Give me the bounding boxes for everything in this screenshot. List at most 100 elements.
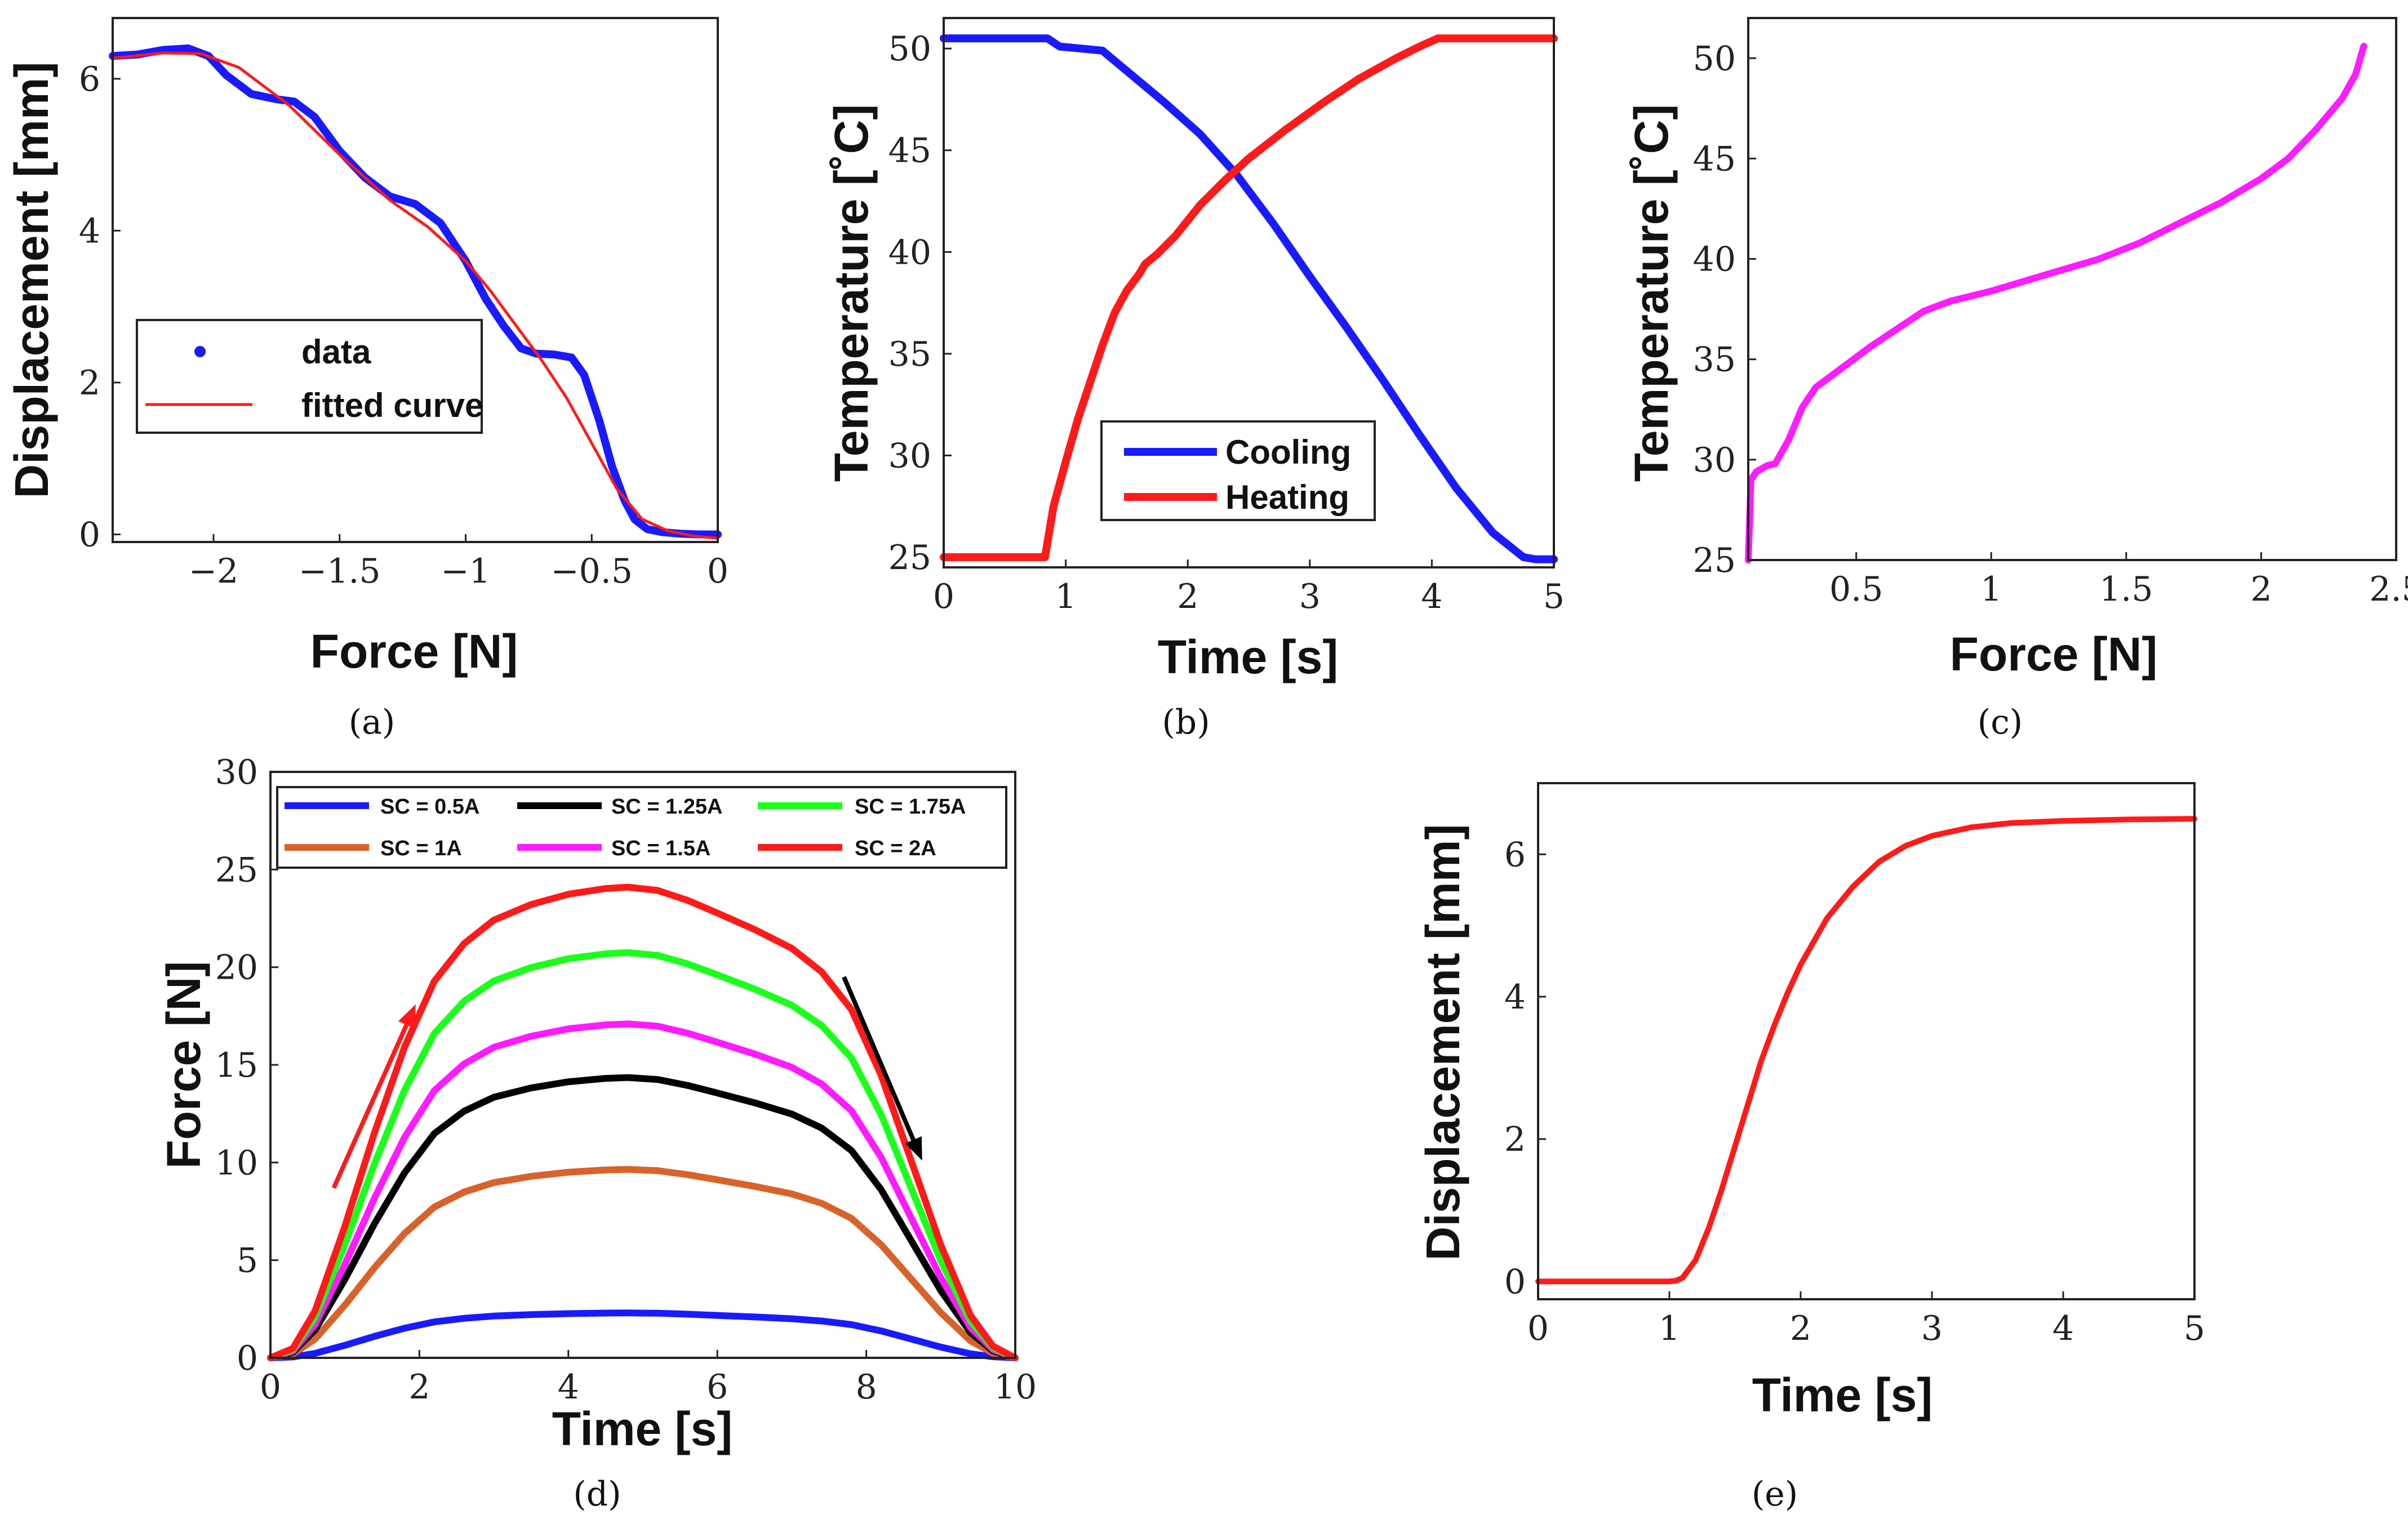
panel-c-xtick-label: 2.5 bbox=[2369, 570, 2408, 609]
panel-a-legend-label-data: data bbox=[301, 333, 371, 371]
panel-e-ytick-label: 2 bbox=[1504, 1120, 1526, 1160]
panel-d-series-sc-1-75a bbox=[267, 949, 1019, 1361]
panel-a-yticks: 0 2 4 6 bbox=[79, 60, 121, 555]
panel-c-xticks: 0.5 1 1.5 2 2.5 bbox=[1829, 552, 2408, 609]
panel-a-xtick-label: −0.5 bbox=[550, 552, 633, 591]
panel-b-xticks: 0 1 2 3 4 5 bbox=[933, 559, 1565, 616]
panel-d-ytick-label: 30 bbox=[215, 753, 258, 792]
panel-a-series-fitted-curve bbox=[111, 51, 719, 540]
panel-b-yticks: 25 30 35 40 45 50 bbox=[888, 29, 952, 578]
panel-b-xtick-label: 4 bbox=[1421, 577, 1442, 616]
panel-b-axes-frame bbox=[943, 17, 1555, 568]
panel-e-ytick-label: 4 bbox=[1504, 978, 1526, 1017]
panel-c-ytick-label: 45 bbox=[1693, 139, 1736, 179]
panel-c-plot-area bbox=[1745, 42, 2367, 563]
panel-b-ytick-label: 25 bbox=[888, 538, 931, 578]
panel-e-caption: (e) bbox=[1752, 1474, 1798, 1514]
panel-c-xtick-label: 0.5 bbox=[1829, 570, 1883, 609]
panel-b-legend: Cooling Heating bbox=[1100, 420, 1376, 521]
panel-c-caption: (c) bbox=[1978, 703, 2023, 742]
panel-c-ytick-label: 25 bbox=[1693, 541, 1736, 580]
panel-e-xtick-label: 4 bbox=[2052, 1309, 2074, 1348]
panel-e-y-label: Displacement [mm] bbox=[1416, 824, 1469, 1261]
panel-d-yticks: 0 5 10 15 20 25 30 bbox=[215, 753, 278, 1378]
panel-d-arrow-head bbox=[905, 1136, 922, 1161]
panel-b-xtick-label: 0 bbox=[933, 577, 954, 616]
panel-b-ytick-label: 50 bbox=[888, 29, 931, 69]
panel-d-arrow-shaft bbox=[331, 1024, 409, 1189]
panel-c-ytick-label: 40 bbox=[1693, 240, 1736, 279]
panel-d-arrow-head bbox=[398, 1004, 416, 1029]
panel-d-series-sc-1a bbox=[267, 1166, 1019, 1361]
panel-c-xtick-label: 1 bbox=[1980, 570, 2002, 609]
panel-a-xticks: −2 −1.5 −1 −0.5 0 bbox=[189, 534, 728, 591]
panel-a-xtick-label: −1.5 bbox=[299, 552, 381, 591]
panel-e-axes-frame bbox=[1537, 782, 2196, 1300]
panel-b-ytick-label: 40 bbox=[888, 233, 931, 272]
panel-e-plot-area bbox=[1535, 816, 2197, 1285]
panel-d-legend-label-2: SC = 1.75A bbox=[855, 795, 966, 819]
panel-e-ytick-label: 0 bbox=[1504, 1262, 1526, 1302]
panel-e-xtick-label: 0 bbox=[1527, 1309, 1549, 1348]
panel-e-series-displacement bbox=[1535, 816, 2197, 1285]
panel-b-ytick-label: 30 bbox=[888, 436, 931, 476]
panel-a-legend: data fitted curve bbox=[136, 319, 483, 434]
panel-d-xtick-label: 10 bbox=[994, 1367, 1037, 1407]
panel-d-x-label: Time [s] bbox=[552, 1402, 733, 1455]
panel-d-xtick-label: 8 bbox=[856, 1367, 877, 1407]
panel-d-arrow-shaft bbox=[842, 976, 916, 1141]
panel-b-xtick-label: 3 bbox=[1299, 577, 1321, 616]
panel-a-axes-frame bbox=[112, 17, 719, 543]
panel-b-xtick-label: 5 bbox=[1543, 577, 1565, 616]
panel-d-ytick-label: 10 bbox=[215, 1143, 258, 1183]
panel-e-xtick-label: 2 bbox=[1790, 1309, 1811, 1348]
panel-d-legend-label-4: SC = 1.5A bbox=[611, 837, 710, 860]
panel-e-ytick-label: 6 bbox=[1504, 835, 1526, 874]
panel-d-xtick-label: 2 bbox=[408, 1367, 430, 1407]
panel-a-xtick-label: −2 bbox=[189, 552, 238, 591]
panel-a-y-label: Displacement [mm] bbox=[5, 62, 58, 499]
panel-d-caption: (d) bbox=[573, 1474, 621, 1514]
panel-c-yticks: 25 30 35 40 45 50 bbox=[1693, 39, 1756, 580]
panel-c-xtick-label: 1.5 bbox=[2099, 570, 2153, 609]
panel-b-ytick-label: 35 bbox=[888, 335, 931, 374]
panel-d-legend-label-5: SC = 2A bbox=[855, 837, 936, 860]
panel-e-xtick-label: 3 bbox=[1921, 1309, 1943, 1348]
panel-d-ytick-label: 25 bbox=[215, 850, 258, 890]
panel-b-ytick-label: 45 bbox=[888, 131, 931, 171]
panel-e-x-label: Time [s] bbox=[1752, 1369, 1933, 1422]
panel-b-xtick-label: 2 bbox=[1177, 577, 1198, 616]
panel-d-series-sc-1-25a bbox=[267, 1074, 1019, 1361]
panel-a-plot-area bbox=[109, 44, 722, 540]
panel-a-displacement-vs-force: −2 −1.5 −1 −0.5 0 0 2 4 6 data fitted curve For… bbox=[5, 17, 728, 742]
panel-b-series-heating bbox=[940, 34, 1558, 561]
panel-c-series-temperature-vs-force bbox=[1745, 42, 2367, 563]
panel-b-plot-area bbox=[940, 34, 1558, 563]
panel-a-xtick-label: 0 bbox=[707, 552, 728, 591]
panel-b-y-label: Temperature [˚C] bbox=[825, 104, 878, 482]
panel-b-caption: (b) bbox=[1162, 703, 1210, 742]
panel-a-caption: (a) bbox=[349, 703, 396, 742]
panel-a-ytick-label: 2 bbox=[79, 363, 100, 403]
panel-e-xtick-label: 1 bbox=[1659, 1309, 1680, 1348]
panel-d-force-vs-time: 0 2 4 6 8 10 0 5 10 15 20 25 30 SC = 0.5A SC = 1.25… bbox=[157, 753, 1037, 1514]
panel-a-ytick-label: 6 bbox=[79, 60, 100, 99]
panel-d-xticks: 0 2 4 6 8 10 bbox=[260, 1350, 1037, 1407]
panel-d-xtick-label: 4 bbox=[558, 1367, 579, 1407]
panel-d-legend: SC = 0.5A SC = 1.25A SC = 1.75A SC = 1A … bbox=[276, 786, 1007, 869]
panel-b-legend-label-cooling: Cooling bbox=[1225, 433, 1351, 471]
panel-c-temperature-vs-force: 0.5 1 1.5 2 2.5 25 30 35 40 45 50 Force [N] Tempe… bbox=[1625, 17, 2408, 742]
panel-d-ytick-label: 15 bbox=[215, 1046, 258, 1085]
panel-c-x-label: Force [N] bbox=[1950, 628, 2158, 681]
panel-d-legend-box bbox=[276, 786, 1007, 869]
panel-d-series-sc-0-5a bbox=[267, 1309, 1019, 1361]
panel-c-ytick-label: 50 bbox=[1693, 39, 1736, 78]
panel-a-legend-label-fitted: fitted curve bbox=[301, 387, 483, 424]
panel-d-annotations bbox=[331, 976, 922, 1189]
panel-c-xtick-label: 2 bbox=[2250, 570, 2272, 609]
panel-a-legend-marker-data bbox=[194, 346, 206, 357]
panel-e-displacement-vs-time: 0 1 2 3 4 5 0 2 4 6 Time [s] Displacement [mm] (… bbox=[1416, 782, 2205, 1514]
panel-b-series-cooling bbox=[940, 34, 1558, 563]
